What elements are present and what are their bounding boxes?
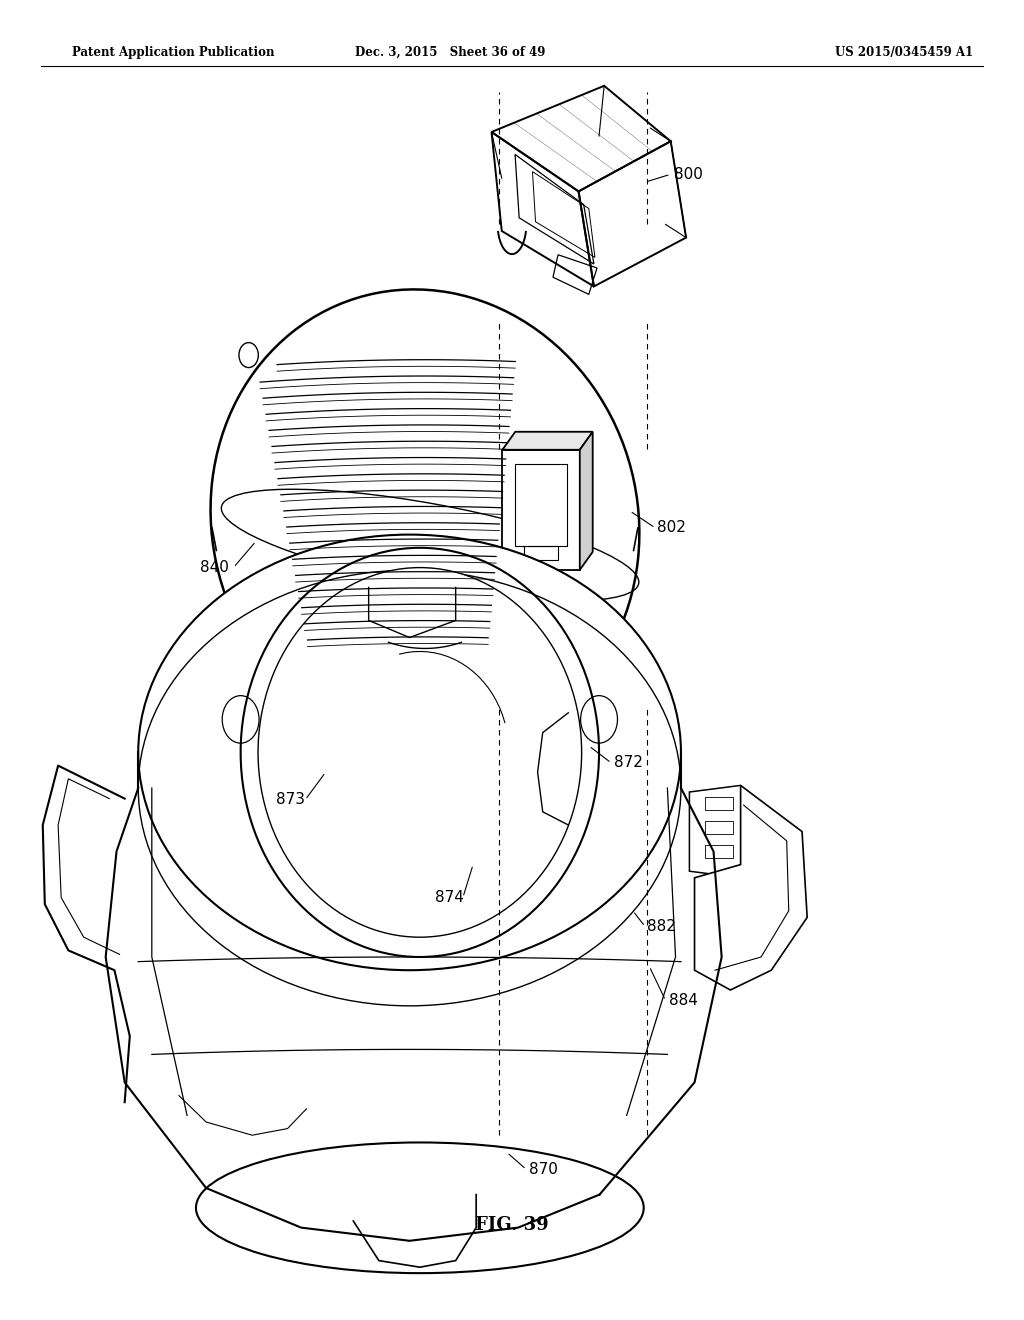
Ellipse shape xyxy=(138,535,681,970)
Text: Patent Application Publication: Patent Application Publication xyxy=(72,46,274,58)
Text: 884: 884 xyxy=(669,993,697,1008)
Text: 873: 873 xyxy=(276,792,305,808)
Text: 872: 872 xyxy=(614,755,643,771)
Polygon shape xyxy=(689,785,751,878)
Ellipse shape xyxy=(241,548,599,957)
Text: 840: 840 xyxy=(200,560,228,576)
Text: 800: 800 xyxy=(674,166,702,182)
Ellipse shape xyxy=(258,568,582,937)
Polygon shape xyxy=(694,785,807,990)
Text: US 2015/0345459 A1: US 2015/0345459 A1 xyxy=(835,46,973,58)
Text: 870: 870 xyxy=(529,1162,558,1177)
Polygon shape xyxy=(503,432,593,450)
Text: 874: 874 xyxy=(435,890,464,906)
Text: FIG. 39: FIG. 39 xyxy=(475,1216,549,1234)
Text: Dec. 3, 2015   Sheet 36 of 49: Dec. 3, 2015 Sheet 36 of 49 xyxy=(355,46,546,58)
Polygon shape xyxy=(503,450,580,570)
Text: 802: 802 xyxy=(657,520,686,536)
Polygon shape xyxy=(580,432,593,570)
Text: 882: 882 xyxy=(647,919,676,935)
